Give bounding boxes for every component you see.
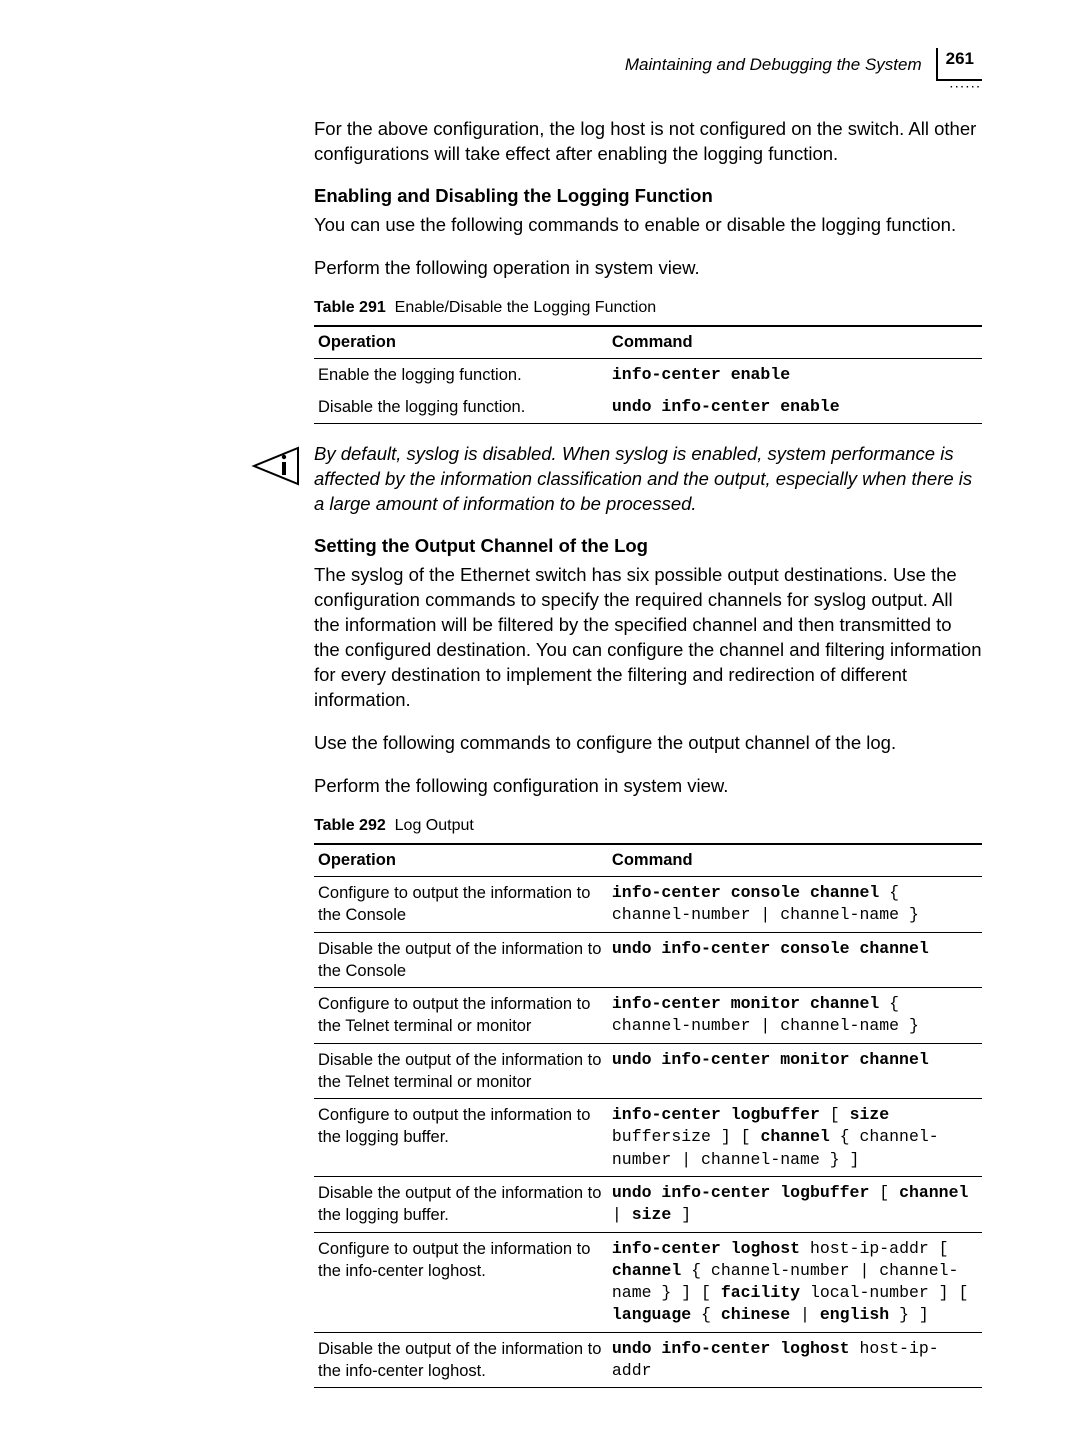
section-heading-enable-disable: Enabling and Disabling the Logging Funct… (314, 185, 982, 207)
table291-r0-op: Enable the logging function. (314, 358, 608, 391)
page-header: Maintaining and Debugging the System 261… (98, 48, 982, 81)
table292-r4-cmd: info-center logbuffer [ size buffersize … (608, 1099, 982, 1177)
section1-p2: Perform the following operation in syste… (314, 256, 982, 281)
table-row: Disable the output of the information to… (314, 932, 982, 988)
table292-r0-op: Configure to output the information to t… (314, 877, 608, 933)
info-icon (250, 444, 302, 493)
table-row: Disable the output of the information to… (314, 1332, 982, 1388)
table292-r6-cmd: info-center loghost host-ip-addr [ chann… (608, 1232, 982, 1332)
table291-r1-op: Disable the logging function. (314, 391, 608, 424)
note-text: By default, syslog is disabled. When sys… (314, 442, 982, 517)
table-row: Disable the output of the information to… (314, 1176, 982, 1232)
table292-r2-op: Configure to output the information to t… (314, 988, 608, 1044)
table-row: Disable the logging function. undo info-… (314, 391, 982, 424)
table292-r1-op: Disable the output of the information to… (314, 932, 608, 988)
table292-r6-op: Configure to output the information to t… (314, 1232, 608, 1332)
section2-p2: Use the following commands to configure … (314, 731, 982, 756)
table292-r5-op: Disable the output of the information to… (314, 1176, 608, 1232)
intro-paragraph: For the above configuration, the log hos… (314, 117, 982, 167)
table292-r4-op: Configure to output the information to t… (314, 1099, 608, 1177)
table292-r1-cmd: undo info-center console channel (608, 932, 982, 988)
table292-r3-op: Disable the output of the information to… (314, 1043, 608, 1099)
section2-p1: The syslog of the Ethernet switch has si… (314, 563, 982, 713)
table291-caption: Table 291 Enable/Disable the Logging Fun… (314, 299, 982, 317)
header-title: Maintaining and Debugging the System (625, 55, 922, 75)
table-row: Enable the logging function. info-center… (314, 358, 982, 391)
table-row: Configure to output the information to t… (314, 1232, 982, 1332)
table-row: Configure to output the information to t… (314, 1099, 982, 1177)
table-row: Configure to output the information to t… (314, 988, 982, 1044)
table291-r1-cmd: undo info-center enable (608, 391, 982, 424)
section2-p3: Perform the following configuration in s… (314, 774, 982, 799)
table292-r7-cmd: undo info-center loghost host-ip-addr (608, 1332, 982, 1388)
table292-head-command: Command (608, 844, 982, 877)
table292-head-operation: Operation (314, 844, 608, 877)
table292-r2-cmd: info-center monitor channel { channel-nu… (608, 988, 982, 1044)
section-heading-output-channel: Setting the Output Channel of the Log (314, 535, 982, 557)
table291-head-command: Command (608, 326, 982, 359)
table292-r0-cmd: info-center console channel { channel-nu… (608, 877, 982, 933)
table-row: Configure to output the information to t… (314, 877, 982, 933)
table292-caption: Table 292 Log Output (314, 817, 982, 835)
table292-r3-cmd: undo info-center monitor channel (608, 1043, 982, 1099)
table292-r5-cmd: undo info-center logbuffer [ channel | s… (608, 1176, 982, 1232)
table-enable-disable: Operation Command Enable the logging fun… (314, 325, 982, 425)
table-log-output: Operation Command Configure to output th… (314, 843, 982, 1388)
table-row: Disable the output of the information to… (314, 1043, 982, 1099)
section1-p1: You can use the following commands to en… (314, 213, 982, 238)
page-number: 261 ······ (936, 48, 982, 81)
table291-r0-cmd: info-center enable (608, 358, 982, 391)
header-dots-icon: ······ (950, 83, 982, 93)
table291-head-operation: Operation (314, 326, 608, 359)
table292-r7-op: Disable the output of the information to… (314, 1332, 608, 1388)
